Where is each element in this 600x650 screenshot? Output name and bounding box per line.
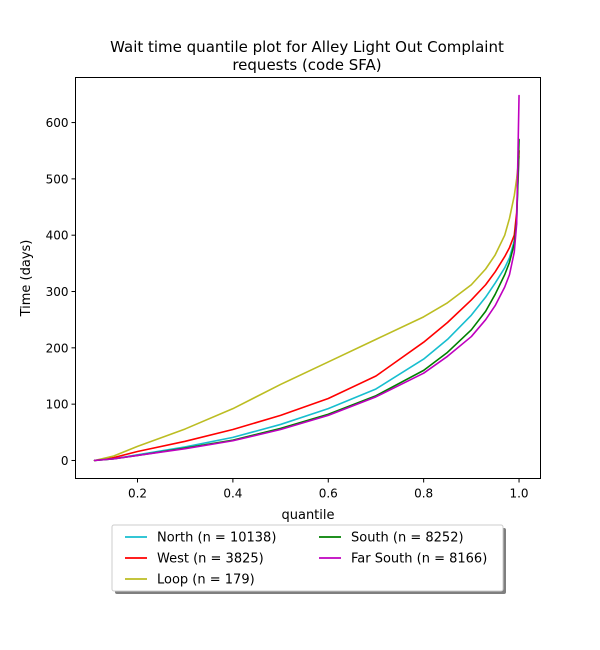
series-line-0 — [93, 155, 520, 462]
y-tick-label: 500 — [46, 172, 69, 186]
legend-item-2: Loop (n = 179) — [125, 573, 255, 588]
legend-label: South (n = 8252) — [351, 531, 464, 546]
legend-item-3: South (n = 8252) — [319, 531, 464, 546]
legend-label: Far South (n = 8166) — [351, 552, 487, 567]
series-layer — [93, 94, 520, 462]
y-tick-label: 300 — [46, 285, 69, 299]
x-tick-label: 0.6 — [319, 487, 338, 501]
legend-label: North (n = 10138) — [157, 531, 276, 546]
y-tick-label: 200 — [46, 341, 69, 355]
x-tick-label: 1.0 — [509, 487, 528, 501]
chart-title-line-2: requests (code SFA) — [232, 56, 381, 74]
y-tick-label: 600 — [46, 116, 69, 130]
plot-frame — [75, 77, 541, 479]
y-tick-label: 400 — [46, 229, 69, 243]
legend-label: West (n = 3825) — [157, 552, 264, 567]
x-tick-label: 0.4 — [223, 487, 242, 501]
chart-title: Wait time quantile plot for Alley Light … — [110, 38, 504, 74]
series-line-4 — [93, 94, 520, 462]
legend-label: Loop (n = 179) — [157, 573, 255, 588]
y-axis: 0 100 200 300 400 500 600 — [46, 116, 76, 468]
legend-box — [111, 524, 504, 592]
series-line-1 — [93, 149, 520, 462]
legend-item-4: Far South (n = 8166) — [319, 552, 487, 567]
legend-item-0: North (n = 10138) — [125, 531, 276, 546]
x-axis-label: quantile — [281, 508, 334, 523]
x-tick-label: 0.8 — [414, 487, 433, 501]
series-line-2 — [93, 155, 520, 462]
series-line-3 — [93, 138, 520, 462]
y-axis-label: Time (days) — [19, 240, 34, 318]
x-axis: 0.2 0.4 0.6 0.8 1.0 — [128, 478, 529, 501]
y-tick-label: 0 — [61, 454, 69, 468]
legend: North (n = 10138) West (n = 3825) Loop (n … — [111, 524, 506, 594]
x-tick-label: 0.2 — [128, 487, 147, 501]
legend-item-1: West (n = 3825) — [125, 552, 264, 567]
chart-title-line-1: Wait time quantile plot for Alley Light … — [110, 38, 504, 56]
y-tick-label: 100 — [46, 398, 69, 412]
